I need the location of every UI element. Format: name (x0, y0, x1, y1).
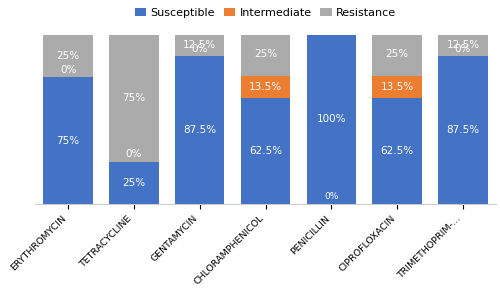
Bar (241, 33, 290, 75)
Bar (438, 35, 488, 56)
Text: 0%: 0% (324, 192, 338, 201)
Bar (306, 35, 356, 204)
Text: 0%: 0% (60, 65, 76, 75)
Text: 87.5%: 87.5% (446, 125, 480, 135)
Bar (372, 75, 422, 98)
Bar (438, 56, 488, 204)
Text: 75%: 75% (56, 136, 80, 146)
Bar (44, 77, 93, 204)
Text: 25%: 25% (56, 51, 80, 61)
Text: 0%: 0% (323, 22, 340, 32)
Bar (44, 35, 93, 77)
Text: 13.5%: 13.5% (380, 82, 414, 92)
Bar (372, 98, 422, 204)
Bar (372, 33, 422, 75)
Text: 13.5%: 13.5% (249, 82, 282, 92)
Text: 0%: 0% (454, 44, 471, 54)
Bar (110, 162, 158, 204)
Text: 100%: 100% (316, 114, 346, 125)
Text: 25%: 25% (386, 49, 408, 59)
Text: 0%: 0% (126, 149, 142, 159)
Text: 62.5%: 62.5% (380, 146, 414, 156)
Text: 12.5%: 12.5% (183, 40, 216, 50)
Legend: Susceptible, Intermediate, Resistance: Susceptible, Intermediate, Resistance (130, 3, 400, 22)
Bar (241, 98, 290, 204)
Bar (241, 75, 290, 98)
Text: 25%: 25% (254, 49, 277, 59)
Bar (175, 35, 224, 56)
Text: 12.5%: 12.5% (446, 40, 480, 50)
Bar (110, 35, 158, 162)
Text: 87.5%: 87.5% (183, 125, 216, 135)
Text: 75%: 75% (122, 93, 146, 103)
Text: 62.5%: 62.5% (249, 146, 282, 156)
Text: 25%: 25% (122, 178, 146, 188)
Bar (175, 56, 224, 204)
Text: 0%: 0% (192, 44, 208, 54)
